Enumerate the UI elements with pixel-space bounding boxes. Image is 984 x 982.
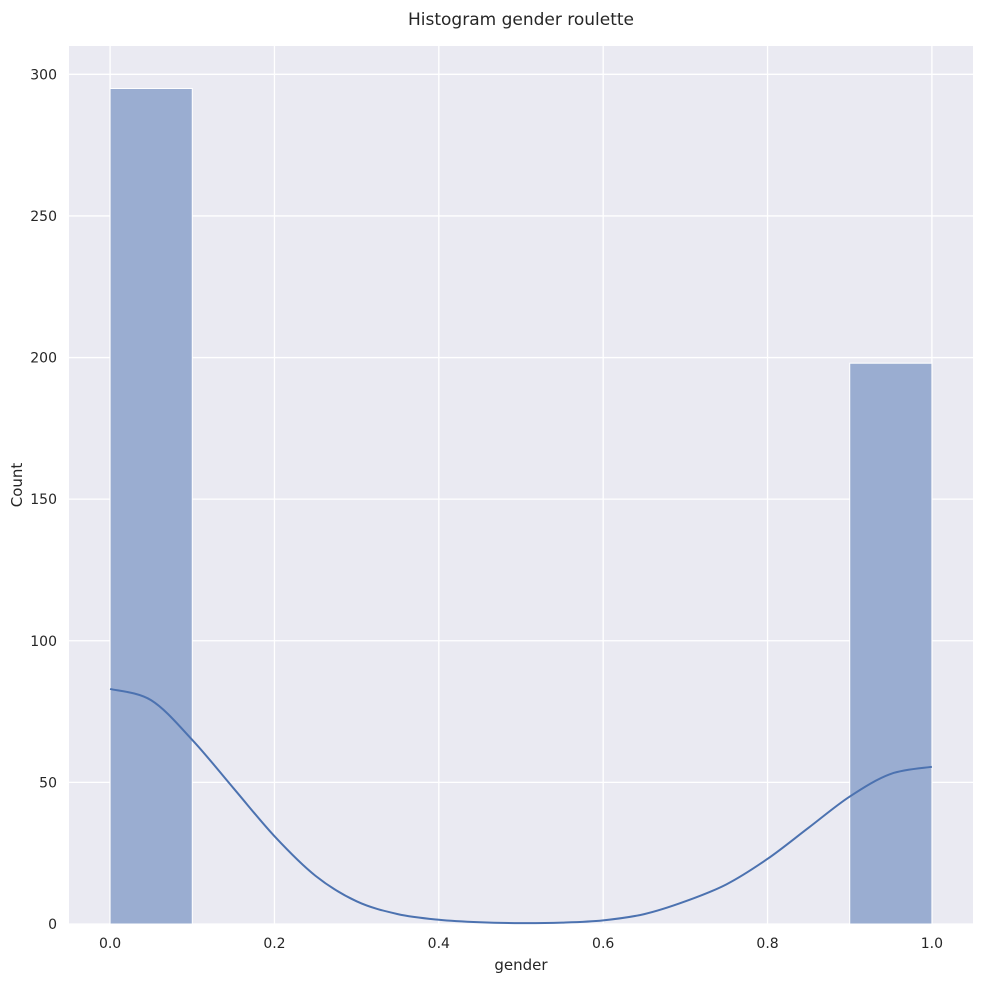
plot-area <box>69 46 973 924</box>
y-tick-label: 250 <box>30 209 57 225</box>
x-tick-label: 1.0 <box>921 936 943 952</box>
kde-curve <box>109 687 933 925</box>
histogram-bar <box>109 87 193 925</box>
x-axis-ticks: 0.0 0.2 0.4 0.6 0.8 1.0 <box>99 936 943 952</box>
histogram-bar <box>849 362 933 925</box>
y-tick-label: 50 <box>39 775 57 791</box>
y-tick-label: 200 <box>30 351 57 367</box>
y-tick-label: 150 <box>30 492 57 508</box>
y-tick-label: 300 <box>30 67 57 83</box>
x-tick-label: 0.8 <box>756 936 778 952</box>
x-tick-label: 0.0 <box>99 936 121 952</box>
x-tick-label: 0.2 <box>263 936 285 952</box>
y-axis-ticks: 0 50 100 150 200 250 300 <box>30 67 57 933</box>
chart-title: Histogram gender roulette <box>408 10 634 30</box>
y-tick-label: 0 <box>48 917 57 933</box>
x-tick-label: 0.6 <box>592 936 614 952</box>
y-axis-label: Count <box>8 463 26 508</box>
histogram-bars <box>109 87 933 925</box>
x-tick-label: 0.4 <box>428 936 450 952</box>
y-tick-label: 100 <box>30 634 57 650</box>
x-axis-label: gender <box>494 956 548 974</box>
